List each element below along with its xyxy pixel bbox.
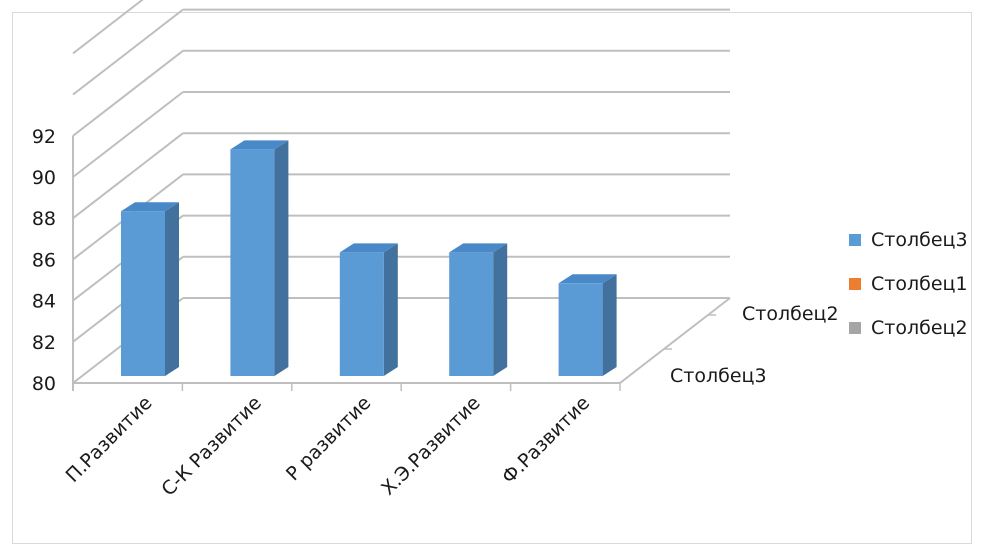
bar [558, 283, 603, 376]
x-category-label: Х.Э.Развитие [377, 392, 485, 500]
x-category-label: П.Развитие [62, 392, 157, 487]
chart-walls [72, 135, 731, 391]
gridline-side [72, 91, 184, 178]
depth-axis-label: Столбец3 [670, 365, 767, 387]
bar [449, 252, 494, 376]
y-tick-label: 90 [32, 167, 56, 189]
bar [339, 252, 384, 376]
y-tick-label: 86 [32, 249, 56, 271]
gridline-side [72, 0, 144, 55]
legend-label: Столбец2 [871, 316, 968, 339]
bar-side [165, 202, 179, 376]
depth-axis-labels: Столбец3 Столбец2 [670, 303, 839, 387]
bars [121, 140, 617, 376]
y-tick-label: 84 [32, 291, 56, 313]
bar-side [383, 243, 398, 376]
legend-item: Столбец1 [849, 272, 968, 296]
legend-item: Столбец3 [849, 228, 968, 252]
bar-side [493, 243, 508, 376]
bar-top [558, 274, 617, 284]
legend-label: Столбец3 [871, 228, 968, 251]
x-category-label: С-К Развитие [157, 392, 266, 501]
y-tick-label: 82 [32, 332, 56, 354]
legend-swatch [849, 322, 861, 334]
x-category-label: Р развитие [282, 392, 375, 485]
depth-axis-label: Столбец2 [742, 303, 839, 325]
legend-swatch [849, 278, 861, 290]
bar-top [230, 140, 289, 150]
bar-side [274, 140, 289, 376]
gridline-side [72, 8, 184, 96]
legend-item: Столбец2 [849, 316, 968, 340]
bar [121, 211, 165, 376]
legend-swatch [849, 234, 861, 246]
bar-side [602, 274, 617, 376]
bar-top [339, 243, 398, 253]
x-category-label: Ф.Развитие [498, 392, 594, 488]
bar-top [121, 202, 179, 212]
gridline-side [72, 132, 184, 219]
y-axis-ticks: 80 82 84 86 88 90 92 [32, 126, 56, 395]
y-tick-label: 88 [32, 208, 56, 230]
gridline-side [72, 50, 184, 137]
bar-top [449, 243, 508, 253]
x-axis-labels: П.Развитие С-К Развитие Р развитие Х.Э.Разв… [62, 392, 594, 501]
bar [230, 149, 275, 376]
y-tick-label: 80 [32, 373, 56, 395]
legend-label: Столбец1 [871, 272, 968, 295]
legend: Столбец3 Столбец1 Столбец2 [849, 228, 968, 360]
y-tick-label: 92 [32, 126, 56, 148]
